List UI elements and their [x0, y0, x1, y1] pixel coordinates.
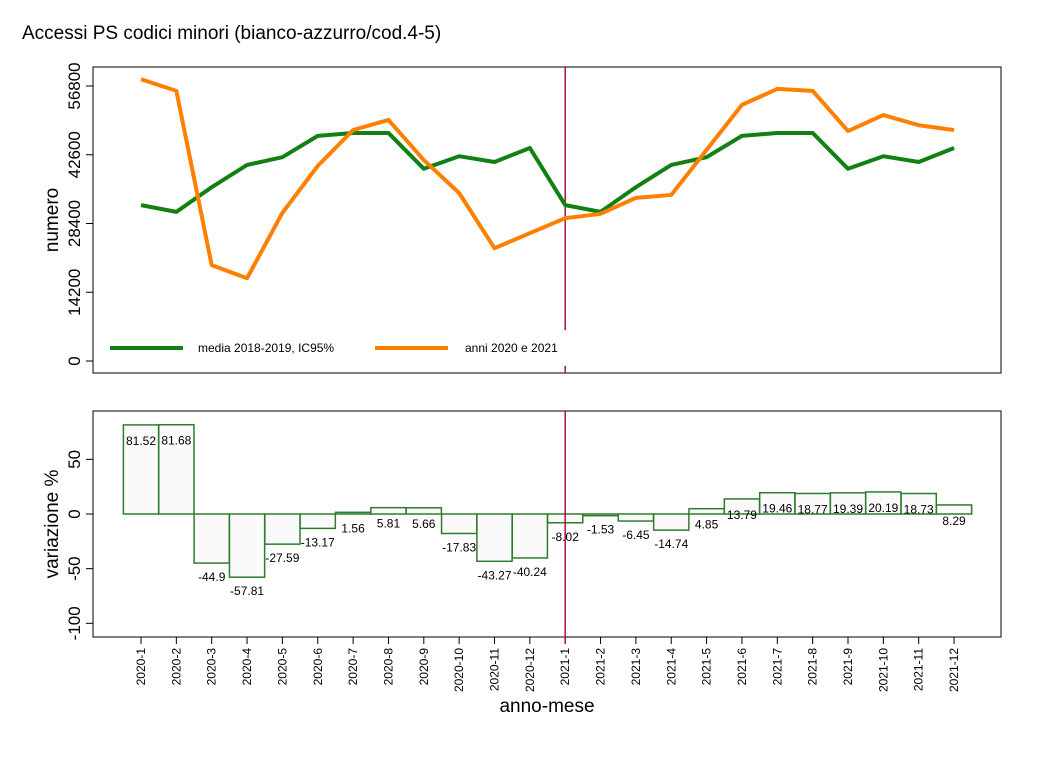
bar-label: 81.52 [126, 434, 156, 448]
bar [158, 423, 195, 515]
bar [122, 424, 160, 515]
x-tick-label: 2020-9 [417, 648, 431, 686]
top-y-axis-label: numero [42, 188, 63, 252]
x-tick-label: 2021-5 [700, 648, 714, 686]
bar [617, 513, 655, 522]
x-tick-label: 2020-3 [205, 648, 219, 686]
bar-label: -14.74 [654, 537, 688, 551]
y-tick-label: 50 [65, 450, 84, 469]
x-tick-label: 2020-5 [275, 648, 289, 686]
y-tick-label: -100 [65, 606, 84, 640]
x-tick-label: 2021-1 [558, 648, 572, 686]
legend-label-media: media 2018-2019, IC95% [198, 341, 334, 355]
chart-title: Accessi PS codici minori (bianco-azzurro… [22, 23, 441, 44]
bar [370, 506, 407, 515]
x-tick-label: 2021-3 [629, 648, 643, 686]
x-tick-label: 2020-4 [240, 648, 254, 686]
bar [228, 513, 266, 578]
bottom-panel: -100 -50 0 50 81.52 2020-1 81.68 2020-2 -44.9 202… [65, 411, 973, 692]
x-tick-label: 2020-1 [134, 648, 148, 686]
x-tick-label: 2021-8 [806, 648, 820, 686]
bar-label: -13.17 [301, 535, 335, 549]
top-plot-frame [92, 66, 1002, 374]
bar [264, 513, 301, 545]
y-tick-label: -50 [65, 556, 84, 581]
bar-label: 5.81 [377, 517, 401, 531]
bottom-y-axis-label: variazione % [42, 470, 63, 579]
bar [334, 511, 372, 515]
bar [900, 492, 938, 515]
series-line-anni [140, 77, 955, 281]
x-tick-label: 2021-9 [841, 648, 855, 686]
x-tick-label: 2020-10 [452, 648, 466, 692]
bar-label: 18.77 [798, 502, 828, 516]
x-tick-label: 2021-4 [664, 648, 678, 686]
bar-label: -1.53 [587, 523, 615, 537]
series-line-media [140, 130, 955, 214]
x-tick-label: 2021-2 [594, 648, 608, 686]
x-tick-label: 2020-11 [488, 648, 502, 691]
x-tick-label: 2021-10 [876, 648, 890, 692]
bar-label: -6.45 [622, 528, 650, 542]
x-tick-label: 2021-12 [947, 648, 961, 692]
bar-label: 5.66 [412, 517, 436, 531]
y-tick-label: 28400 [65, 200, 84, 247]
y-tick-label: 0 [65, 509, 84, 518]
bar [476, 513, 513, 563]
y-tick-label: 0 [65, 356, 84, 365]
bar-label: -40.24 [513, 565, 547, 579]
legend: media 2018-2019, IC95% anni 2020 e 2021 [110, 341, 558, 355]
bottom-plot-frame [92, 410, 1002, 638]
bar [193, 513, 231, 564]
x-tick-label: 2020-8 [381, 648, 395, 686]
bar-label: 4.85 [695, 518, 719, 532]
bar-label: 20.19 [868, 501, 898, 515]
bar [511, 513, 549, 559]
top-panel: 0 14200 28400 42600 56800 [65, 62, 955, 373]
x-tick-label: 2020-7 [346, 648, 360, 686]
y-tick-label: 42600 [65, 131, 84, 178]
bar-label: -17.83 [442, 540, 476, 554]
bar [582, 513, 619, 517]
x-tick-label: 2020-6 [311, 648, 325, 686]
bar-label: 19.46 [762, 502, 792, 516]
bar [935, 504, 973, 515]
y-tick-label: 14200 [65, 269, 84, 316]
x-tick-label: 2020-12 [523, 648, 537, 692]
x-tick-label: 2021-7 [770, 648, 784, 686]
bar-label: 1.56 [341, 521, 365, 535]
y-tick-label: 56800 [65, 62, 84, 109]
bar [688, 507, 725, 515]
bar-label: -27.59 [265, 551, 299, 565]
x-tick-label: 2021-11 [912, 648, 926, 691]
bar-label: 13.79 [727, 508, 757, 522]
bar [440, 513, 478, 535]
x-tick-label: 2021-6 [735, 648, 749, 686]
bar-label: -43.27 [477, 568, 511, 582]
bar-label: -57.81 [230, 584, 264, 598]
bar-label: 81.68 [161, 434, 191, 448]
bar [299, 513, 337, 530]
legend-label-anni: anni 2020 e 2021 [465, 341, 558, 355]
bar-label: -44.9 [198, 570, 226, 584]
bar-label: 18.73 [904, 503, 934, 517]
bar-label: 19.39 [833, 502, 863, 516]
x-tick-label: 2020-2 [169, 648, 183, 686]
x-axis-label: anno-mese [499, 696, 594, 717]
bar [652, 513, 690, 531]
bar [405, 507, 443, 515]
bar-label: 8.29 [942, 514, 966, 528]
